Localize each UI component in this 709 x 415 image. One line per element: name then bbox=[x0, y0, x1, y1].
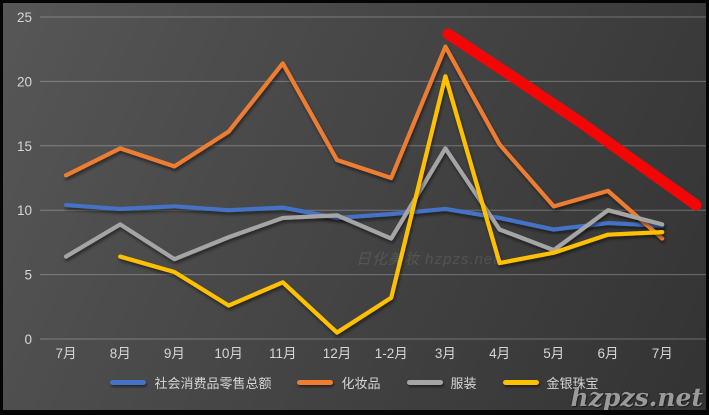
x-tick-label: 7月 bbox=[55, 346, 76, 361]
y-tick-label: 25 bbox=[17, 10, 32, 25]
x-tick-label: 11月 bbox=[269, 346, 297, 361]
x-tick-label: 5月 bbox=[543, 346, 564, 361]
center-watermark: 日化美妆 hzpzs.net bbox=[356, 251, 499, 268]
series-line-金银珠宝 bbox=[118, 74, 665, 335]
x-tick-label: 3月 bbox=[435, 346, 456, 361]
y-tick-label: 20 bbox=[17, 74, 32, 89]
y-axis-tick-labels: 0 5 10 15 20 25 bbox=[17, 10, 32, 347]
series-line-化妆品 bbox=[63, 44, 665, 241]
gridlines bbox=[40, 16, 706, 340]
line-chart: 0 5 10 15 20 25 7月 8月 9月 10月 11月 12月 1-2月 3月 4月 5月 6月 7月 bbox=[17, 10, 706, 361]
series-line-服装 bbox=[63, 146, 665, 262]
x-tick-label: 10月 bbox=[214, 346, 243, 361]
site-watermark: hzpzs.net bbox=[570, 383, 703, 412]
y-tick-label: 15 bbox=[17, 139, 32, 154]
x-tick-label: 6月 bbox=[597, 346, 618, 361]
y-tick-label: 10 bbox=[17, 203, 32, 218]
series-line-社会消费品零售总额 bbox=[63, 202, 665, 232]
x-axis-tick-labels: 7月 8月 9月 10月 11月 12月 1-2月 3月 4月 5月 6月 7月 bbox=[55, 346, 672, 361]
y-tick-label: 5 bbox=[24, 268, 32, 283]
y-tick-label: 0 bbox=[24, 332, 32, 347]
x-tick-label: 4月 bbox=[489, 346, 510, 361]
red-declining-trend-stroke bbox=[442, 28, 702, 211]
x-tick-label: 8月 bbox=[110, 346, 131, 361]
x-tick-label: 1-2月 bbox=[375, 346, 408, 361]
x-tick-label: 7月 bbox=[652, 346, 673, 361]
x-tick-label: 12月 bbox=[323, 346, 352, 361]
x-tick-label: 9月 bbox=[164, 346, 185, 361]
